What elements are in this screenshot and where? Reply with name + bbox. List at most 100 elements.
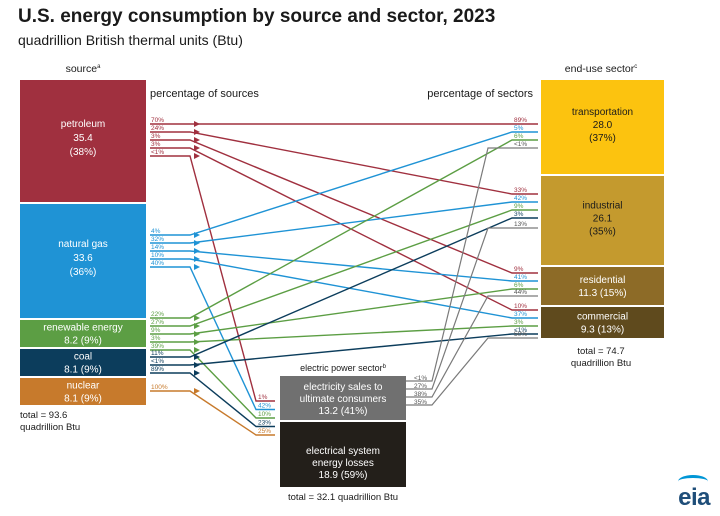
source-pct-natgas: (36%): [70, 267, 97, 278]
pct-sectors-header: percentage of sectors: [427, 88, 533, 100]
chart-title: U.S. energy consumption by source and se…: [18, 6, 496, 27]
sector-name-transportation: transportation: [572, 107, 633, 118]
source-box-renewable: [20, 320, 146, 347]
elec-out-label-residential: 38%: [414, 391, 427, 398]
elec-out-label-commercial: 35%: [414, 399, 427, 406]
flow-petroleum-electric: [150, 155, 275, 402]
flow-end-label-petroleum-residential: 9%: [514, 266, 524, 273]
flow-arrow-petroleum-transportation: [194, 121, 200, 127]
flow-label-renewable-transportation: 22%: [151, 311, 164, 318]
flow-end-label-renewable-electric: 10%: [258, 411, 271, 418]
source-value-natgas: 33.6: [73, 253, 93, 264]
source-value-coal: 8.1 (9%): [64, 365, 102, 376]
flow-natgas-industrial: [150, 201, 538, 244]
electric-header-sup: b: [383, 364, 387, 370]
flow-arrow-petroleum-electric: [194, 153, 200, 159]
flow-coal-industrial: [150, 217, 538, 358]
eia-logo: eia: [678, 484, 710, 511]
sector-box-industrial: [541, 176, 664, 265]
flow-renewable-transportation: [150, 139, 538, 319]
sector-value-residential: 11.3 (15%): [578, 288, 626, 299]
flow-end-label-petroleum-electric: 1%: [258, 394, 268, 401]
flow-end-label-renewable-residential: 6%: [514, 282, 524, 289]
electric-sales-box: [280, 376, 406, 420]
flow-arrow-renewable-residential: [194, 331, 200, 337]
flow-arrow-natgas-industrial: [194, 240, 200, 246]
flow-arrow-natgas-transportation: [194, 232, 200, 238]
source-name-renewable: renewable energy: [43, 323, 123, 334]
sector-value-commercial: 9.3 (13%): [581, 325, 624, 336]
sector-box-commercial: [541, 307, 664, 338]
flow-renewable-commercial: [150, 325, 538, 343]
flow-arrow-natgas-residential: [194, 248, 200, 254]
source-name-natgas: natural gas: [58, 239, 107, 250]
flow-label-natgas-commercial: 10%: [151, 252, 164, 259]
source-pct-petroleum: (38%): [70, 147, 97, 158]
flow-label-petroleum-commercial: 3%: [151, 141, 161, 148]
flow-label-petroleum-electric: <1%: [151, 149, 164, 156]
flow-coal-commercial: [150, 333, 538, 366]
flow-end-label-natgas-commercial: 37%: [514, 311, 527, 318]
flow-end-label-coal-electric: 23%: [258, 420, 271, 427]
flow-arrow-natgas-electric: [194, 264, 200, 270]
flow-label-coal-industrial: 11%: [151, 350, 164, 357]
elec-out-label-industrial: 27%: [414, 383, 427, 390]
source-box-coal: [20, 349, 146, 376]
flow-arrow-petroleum-residential: [194, 137, 200, 143]
electric-sales-label-1: electricity sales to: [304, 382, 383, 393]
flow-label-renewable-commercial: 3%: [151, 335, 161, 342]
source-name-nuclear: nuclear: [67, 381, 100, 392]
flow-label-renewable-residential: 9%: [151, 327, 161, 334]
flow-end-label-petroleum-commercial: 10%: [514, 303, 527, 310]
elec-flow-residential: [406, 295, 538, 398]
eia-logo-arc: [678, 475, 708, 488]
source-name-petroleum: petroleum: [61, 119, 105, 130]
source-total-unit: quadrillion Btu: [20, 422, 80, 433]
sector-box-residential: [541, 267, 664, 305]
flow-arrow-renewable-commercial: [194, 339, 200, 345]
flow-end-label-coal-commercial: <1%: [514, 327, 527, 334]
electric-header: electric power sectorb: [300, 363, 387, 373]
flow-arrow-coal-commercial: [194, 362, 200, 368]
sector-box-transportation: [541, 80, 664, 174]
sector-pct-industrial: (35%): [589, 227, 616, 238]
flow-nuclear-electric: [150, 390, 275, 436]
source-box-nuclear: [20, 378, 146, 405]
flow-arrow-renewable-electric: [194, 347, 200, 353]
flow-label-coal-electric: 89%: [151, 366, 164, 373]
flow-end-label-renewable-industrial: 9%: [514, 203, 524, 210]
source-value-petroleum: 35.4: [73, 133, 93, 144]
flow-natgas-commercial: [150, 258, 538, 319]
flow-petroleum-residential: [150, 139, 538, 274]
chart-subtitle: quadrillion British thermal units (Btu): [18, 32, 243, 48]
flow-petroleum-industrial: [150, 131, 538, 195]
source-box-petroleum: [20, 80, 146, 202]
sector-name-commercial: commercial: [577, 312, 628, 323]
flow-end-label-nuclear-electric: 25%: [258, 428, 271, 435]
source-value-renewable: 8.2 (9%): [64, 336, 102, 347]
flow-natgas-electric: [150, 266, 275, 411]
electric-losses-box: [280, 422, 406, 487]
electric-sales-label-2: ultimate consumers: [300, 394, 387, 405]
flow-natgas-residential: [150, 250, 538, 282]
flow-end-label-natgas-industrial: 42%: [514, 195, 527, 202]
flow-natgas-transportation: [150, 131, 538, 236]
sector-value-transportation: 28.0: [593, 120, 613, 131]
flow-arrow-petroleum-commercial: [194, 145, 200, 151]
electric-losses-label-2: energy losses: [312, 458, 374, 469]
flow-label-renewable-electric: 39%: [151, 343, 164, 350]
sector-total: total = 74.7: [577, 346, 624, 357]
sector-pct-transportation: (37%): [589, 133, 616, 144]
electric-total: total = 32.1 quadrillion Btu: [288, 492, 398, 503]
flow-arrow-nuclear-electric: [194, 388, 200, 394]
flow-end-label-petroleum-transportation: 89%: [514, 117, 527, 124]
boxes: [20, 80, 664, 487]
electric-losses-label-1: electrical system: [306, 446, 380, 457]
elec-in-label-transportation: <1%: [514, 141, 527, 148]
electric-losses-value: 18.9 (59%): [319, 470, 368, 481]
elec-flow-transportation: [406, 147, 538, 382]
flow-label-petroleum-industrial: 24%: [151, 125, 164, 132]
flow-label-coal-commercial: <1%: [151, 358, 164, 365]
sector-total-unit: quadrillion Btu: [571, 358, 631, 369]
